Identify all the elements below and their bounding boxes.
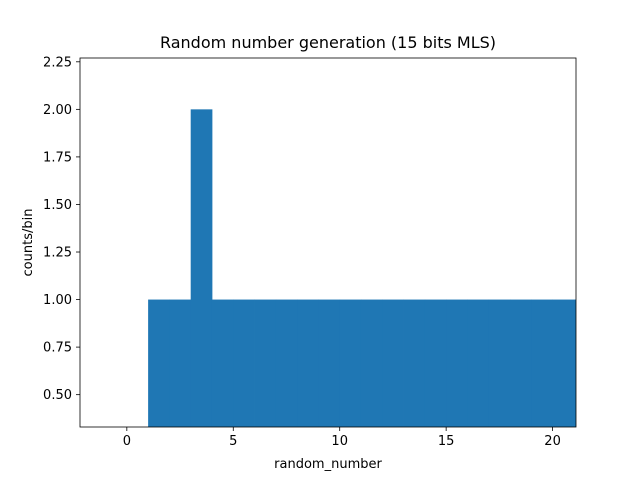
histogram-bar bbox=[360, 299, 383, 427]
histogram-bar bbox=[467, 299, 490, 427]
y-tick-label: 1.00 bbox=[43, 293, 72, 308]
chart-title: Random number generation (15 bits MLS) bbox=[160, 33, 496, 52]
plot-frame bbox=[79, 57, 577, 428]
y-tick-label: 0.50 bbox=[43, 388, 72, 403]
x-tick-label: 5 bbox=[229, 434, 237, 449]
histogram-bar bbox=[275, 299, 298, 427]
x-tick-label: 10 bbox=[331, 434, 348, 449]
histogram-bar bbox=[446, 299, 468, 427]
y-tick-label: 1.75 bbox=[43, 150, 72, 165]
histogram-bar bbox=[190, 109, 213, 427]
y-tick-label: 2.25 bbox=[43, 55, 72, 70]
y-tick-label: 1.50 bbox=[43, 198, 72, 213]
x-axis-label: random_number bbox=[274, 457, 382, 472]
x-tick-label: 0 bbox=[123, 434, 131, 449]
histogram-bar bbox=[318, 299, 341, 427]
y-tick-label: 0.75 bbox=[43, 341, 72, 356]
histogram-bar bbox=[552, 299, 575, 427]
histogram-bar bbox=[488, 299, 511, 427]
histogram-bar bbox=[403, 299, 426, 427]
histogram-bar bbox=[531, 299, 553, 427]
histogram-bar bbox=[382, 299, 404, 427]
y-axis: 0.50 0.75 1.00 1.25 1.50 1.75 2.00 2.25 bbox=[43, 55, 80, 403]
histogram-bar bbox=[211, 299, 234, 427]
y-axis-label: counts/bin bbox=[21, 209, 36, 277]
x-axis: 0 5 10 15 20 bbox=[123, 427, 561, 449]
histogram-bar bbox=[297, 299, 319, 427]
histogram-bar bbox=[254, 299, 277, 427]
y-tick-label: 1.25 bbox=[43, 246, 72, 261]
x-tick-label: 20 bbox=[544, 434, 561, 449]
x-tick-label: 15 bbox=[438, 434, 455, 449]
histogram-bar bbox=[233, 299, 255, 427]
histogram-bar bbox=[573, 299, 576, 427]
histogram-bar bbox=[148, 299, 170, 427]
histogram-bar bbox=[339, 299, 362, 427]
histogram-bar bbox=[510, 299, 532, 427]
histogram-bar bbox=[424, 299, 447, 427]
histogram-bar bbox=[169, 299, 192, 427]
y-tick-label: 2.00 bbox=[43, 103, 72, 118]
bar-group bbox=[148, 109, 576, 427]
